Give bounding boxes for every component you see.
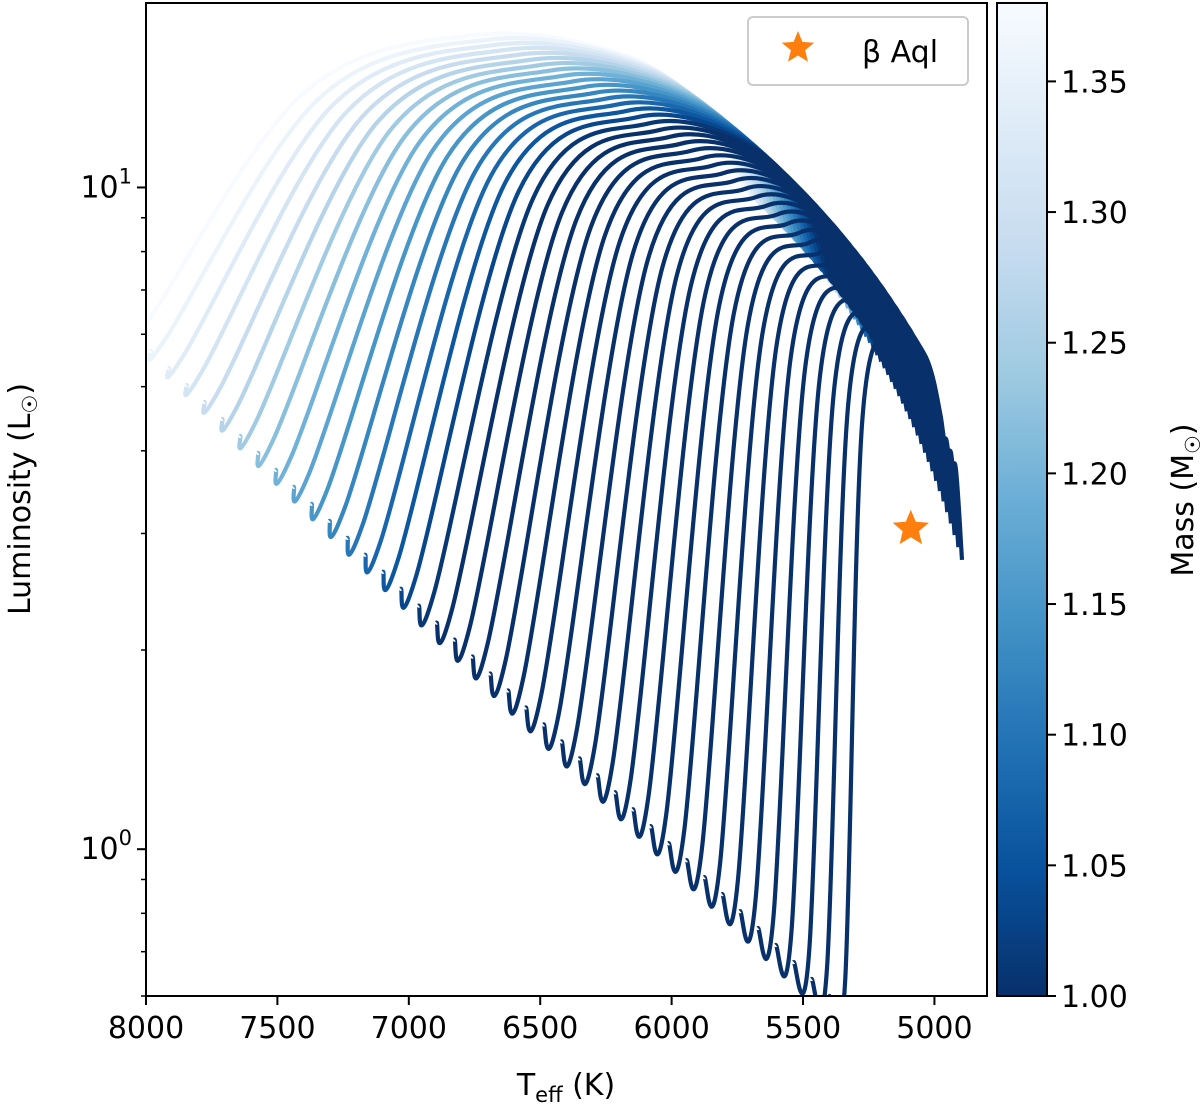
colorbar-title-subscript: ☉ [1181, 435, 1200, 454]
y-axis-title-subscript: ☉ [18, 395, 42, 414]
colorbar-tick-label: 1.20 [1061, 457, 1128, 492]
evolution-track [146, 31, 821, 328]
x-tick-label: 7000 [371, 1011, 447, 1046]
evolution-track [146, 36, 825, 362]
legend-box [747, 16, 969, 86]
y-axis-ticks: 100 101 [80, 164, 146, 997]
y-tick-label: 101 [80, 164, 132, 205]
colorbar-tick-label: 1.30 [1061, 196, 1128, 231]
x-tick-label: 8000 [108, 1011, 184, 1046]
y-tick-label: 100 [80, 826, 132, 867]
evolution-track [398, 112, 876, 610]
x-tick-label: 6500 [502, 1011, 578, 1046]
x-tick-label: 7500 [239, 1011, 315, 1046]
colorbar-tick-label: 1.00 [1061, 980, 1128, 1015]
colorbar-tick-label: 1.10 [1061, 719, 1128, 754]
colorbar-tick-label: 1.25 [1061, 327, 1128, 362]
evolution-track [809, 315, 961, 996]
colorbar-ticks: 1.00 1.05 1.10 1.15 1.20 1.25 1.30 1.35 [1047, 65, 1128, 1015]
beta-aql-star-marker [892, 509, 929, 545]
x-axis-ticks: 8000 7500 7000 6500 6000 5500 5000 [108, 996, 973, 1046]
colorbar-title: Mass (M☉) [1166, 423, 1200, 576]
legend-star-icon [781, 31, 815, 62]
colorbar-tick-label: 1.05 [1061, 849, 1128, 884]
x-axis-title: Teff (K) [516, 1068, 615, 1107]
colorbar-gradient [996, 2, 1048, 997]
evolution-track [380, 106, 873, 592]
colorbar-tick-label: 1.15 [1061, 588, 1128, 623]
evolution-track [165, 40, 829, 380]
legend: β Aql [747, 16, 969, 86]
colorbar-tick-label: 1.35 [1061, 65, 1128, 100]
evolution-tracks [146, 31, 965, 996]
evolution-track [309, 82, 858, 522]
x-axis-title-subscript: eff [535, 1083, 563, 1107]
star-marker-layer [892, 509, 929, 545]
evolution-track [827, 329, 965, 996]
colorbar: 1.00 1.05 1.10 1.15 1.20 1.25 1.30 1.35 Mass (M… [996, 2, 1200, 1015]
legend-entry-label: β Aql [862, 35, 938, 70]
y-axis-title: Luminosity (L☉) [3, 383, 42, 615]
x-tick-label: 6000 [633, 1011, 709, 1046]
plot-frame [145, 2, 988, 997]
x-tick-label: 5500 [765, 1011, 841, 1046]
evolution-track [737, 268, 946, 944]
x-tick-label: 5000 [896, 1011, 972, 1046]
evolution-track [702, 247, 939, 909]
